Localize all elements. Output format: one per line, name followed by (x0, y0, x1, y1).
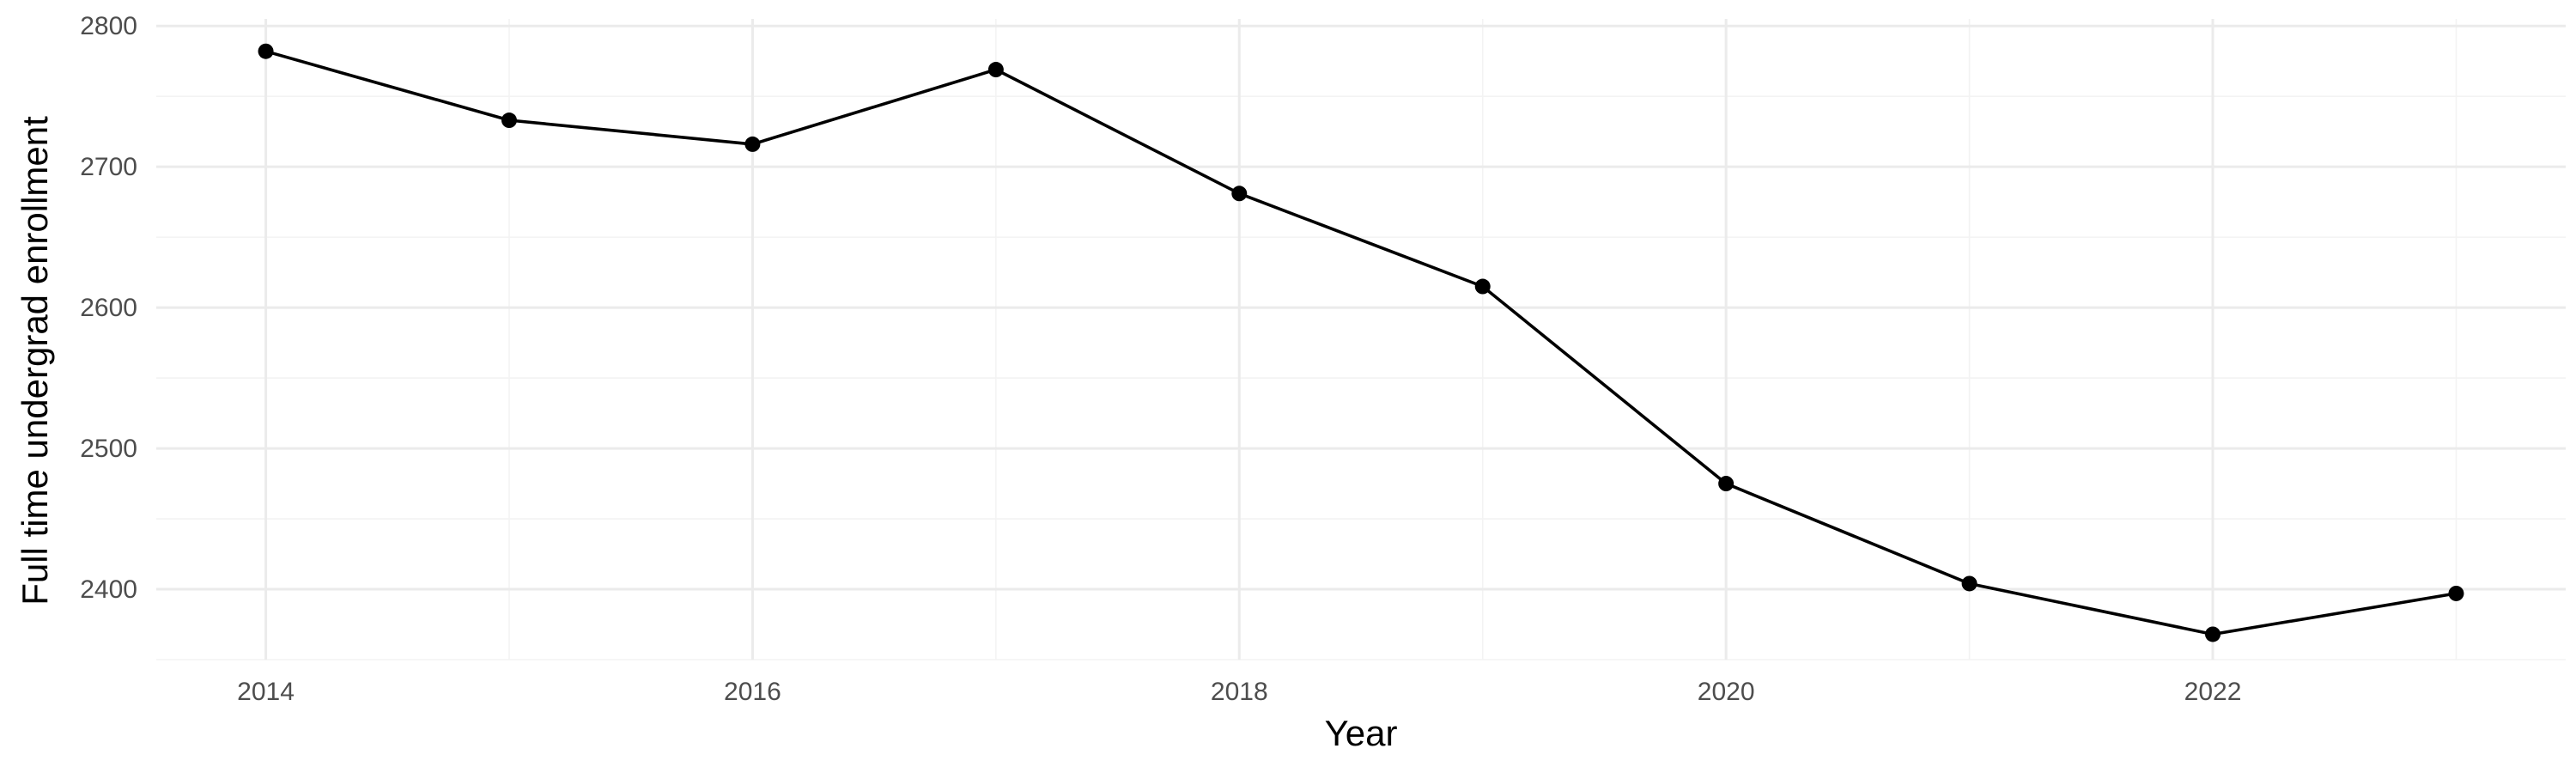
x-tick-label: 2020 (1698, 678, 1755, 706)
y-tick-label: 2600 (80, 294, 137, 322)
enrollment-series-line (265, 49, 2457, 636)
y-tick-label: 2700 (80, 153, 137, 181)
y-axis-ticks: 2400 2500 2600 2700 2800 (80, 12, 137, 604)
data-point (1231, 186, 1248, 202)
data-points (258, 43, 2464, 642)
data-point (501, 113, 517, 129)
x-tick-label: 2018 (1211, 678, 1268, 706)
major-gridlines (156, 19, 2566, 660)
y-tick-label: 2400 (80, 575, 137, 604)
y-tick-label: 2500 (80, 435, 137, 463)
data-point (1961, 575, 1978, 592)
series-layer (258, 43, 2464, 642)
data-point (744, 136, 761, 152)
data-point (1718, 476, 1735, 492)
y-axis-title: Full time undergrad enrollment (15, 116, 55, 606)
x-axis-ticks: 2014 2016 2018 2020 2022 (237, 678, 2241, 706)
minor-gridlines (156, 19, 2566, 660)
x-axis-title: Year (1325, 713, 1398, 753)
data-point (987, 62, 1004, 78)
x-tick-label: 2016 (724, 678, 781, 706)
x-tick-label: 2022 (2184, 678, 2242, 706)
data-point (2448, 585, 2464, 601)
data-point (1474, 278, 1491, 295)
x-tick-label: 2014 (237, 678, 295, 706)
y-tick-label: 2800 (80, 12, 137, 40)
data-point (2205, 626, 2221, 642)
data-point (258, 43, 274, 59)
